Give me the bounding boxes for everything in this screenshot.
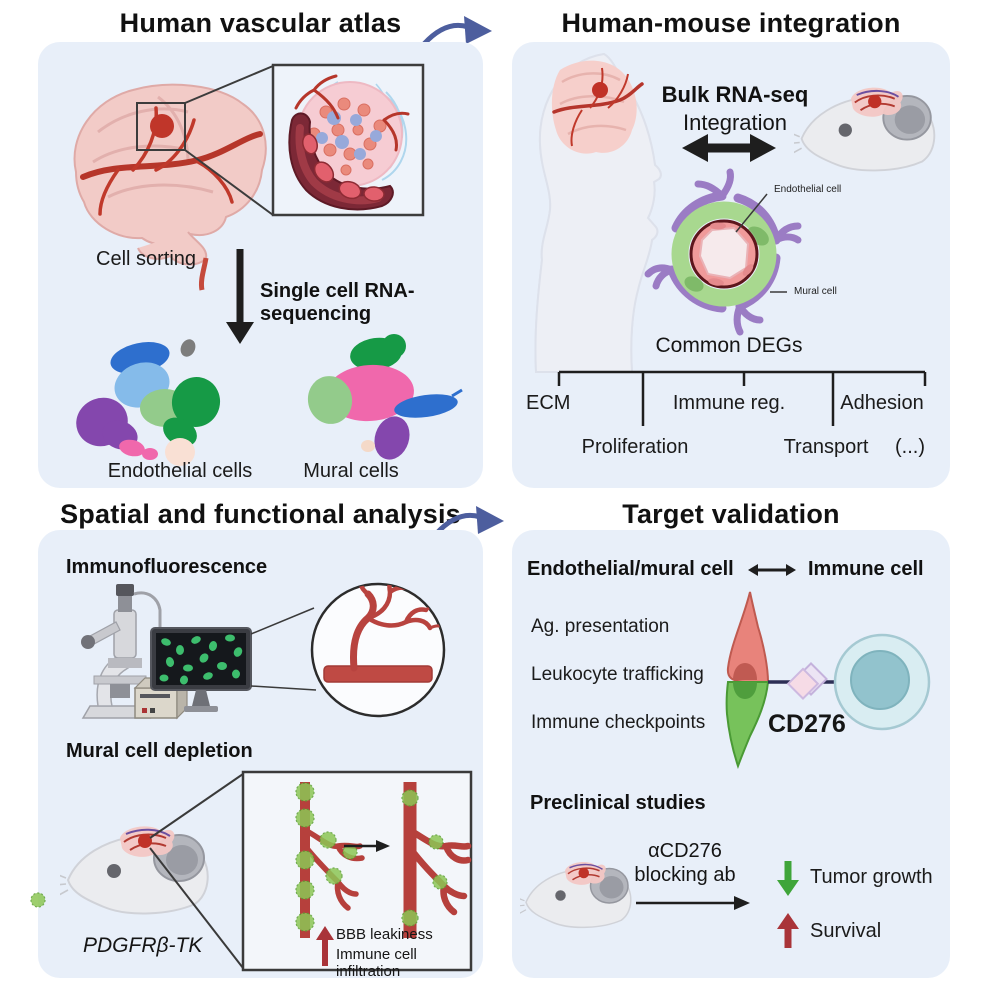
cd276-connector-icon [768, 662, 836, 700]
pdgfrb-tk-label: PDGFRβ-TK [83, 934, 203, 957]
scrnaseq-label-line1: Single cell RNA- [260, 280, 415, 302]
human-silhouette-icon [534, 52, 662, 373]
flow-arrow-top-icon [422, 16, 492, 46]
deg-term-adhesion: Adhesion [840, 392, 924, 414]
header-double-arrow-icon [748, 564, 796, 576]
mechanism-ag-presentation: Ag. presentation [531, 616, 670, 637]
panel-title-integration: Human-mouse integration [561, 8, 901, 38]
brain-zoom-square [136, 102, 186, 151]
deg-term-immune-reg: Immune reg. [672, 392, 786, 414]
umap-mural-label: Mural cells [303, 460, 399, 482]
deg-term-ecm: ECM [526, 392, 571, 414]
validation-artwork [520, 564, 931, 948]
umap-mural-icon [307, 334, 463, 460]
cd276-label: CD276 [768, 710, 846, 738]
panel-title-spatial: Spatial and functional analysis [60, 499, 461, 529]
tumor-growth-down-arrow-icon [777, 861, 799, 896]
panel-title-atlas: Human vascular atlas [119, 8, 402, 38]
common-degs-label: Common DEGs [655, 334, 803, 357]
immune-cell-header-label: Immune cell [808, 558, 924, 580]
mouse-preclinical-icon [520, 861, 632, 929]
vessel-magnifier-icon [310, 582, 446, 718]
immunofluorescence-label: Immunofluorescence [66, 556, 268, 578]
tumor-inset-icon [271, 63, 425, 217]
panel-spatial: Immunofluorescence Mural cell depletion … [30, 530, 483, 980]
panel-atlas: Cell sorting Single cell RNA- sequencing… [38, 42, 483, 488]
mural-depletion-label: Mural cell depletion [66, 740, 253, 762]
blocking-ab-line2: blocking ab [634, 864, 736, 886]
umap-endothelial-label: Endothelial cells [107, 460, 253, 482]
deg-term-etc: (...) [895, 436, 925, 458]
endothelial-mural-cell-icon [725, 591, 770, 769]
mouse-depletion-icon [60, 825, 209, 915]
panel-title-validation: Target validation [622, 499, 840, 529]
immune-cell-icon [833, 633, 931, 731]
down-arrow-icon [226, 249, 254, 344]
preclinical-label: Preclinical studies [530, 792, 706, 814]
vessel-cross-section-icon [644, 168, 802, 336]
survival-label: Survival [810, 920, 882, 942]
umap-endothelial-icon [76, 339, 221, 466]
treatment-arrow-icon [636, 896, 750, 910]
bulk-rnaseq-label: Bulk RNA-seq [661, 82, 809, 107]
deg-term-transport: Transport [783, 436, 869, 458]
spatial-artwork [30, 582, 473, 972]
blocking-ab-line1: αCD276 [648, 840, 722, 862]
panel-integration: Bulk RNA-seq Integration Endothelial cel… [512, 42, 950, 488]
scrnaseq-label-line2: sequencing [260, 303, 372, 325]
bbb-leakiness-label: BBB leakiness [336, 926, 433, 943]
integration-artwork [534, 52, 936, 426]
depletion-box-icon [30, 770, 473, 972]
double-arrow-icon [682, 134, 776, 162]
immune-infiltration-label: Immune cell infiltration [336, 946, 417, 980]
mechanism-leukocyte-trafficking: Leukocyte trafficking [531, 664, 704, 685]
deg-bracket [557, 370, 927, 426]
fluorescence-monitor-icon [150, 627, 252, 712]
bbb-up-arrow-icon [316, 926, 334, 966]
mechanism-immune-checkpoints: Immune checkpoints [531, 712, 706, 733]
deg-term-proliferation: Proliferation [581, 436, 689, 458]
endo-mural-header-label: Endothelial/mural cell [527, 558, 734, 580]
cell-sorting-label: Cell sorting [96, 248, 197, 270]
survival-up-arrow-icon [777, 913, 799, 948]
endothelial-cell-label: Endothelial cell [774, 184, 842, 195]
panel-validation: Endothelial/mural cell Immune cell Ag. p… [512, 530, 950, 978]
mural-cell-label: Mural cell [794, 286, 837, 297]
tumor-growth-label: Tumor growth [810, 866, 933, 888]
atlas-artwork [73, 63, 463, 466]
integration-label: Integration [683, 110, 787, 135]
